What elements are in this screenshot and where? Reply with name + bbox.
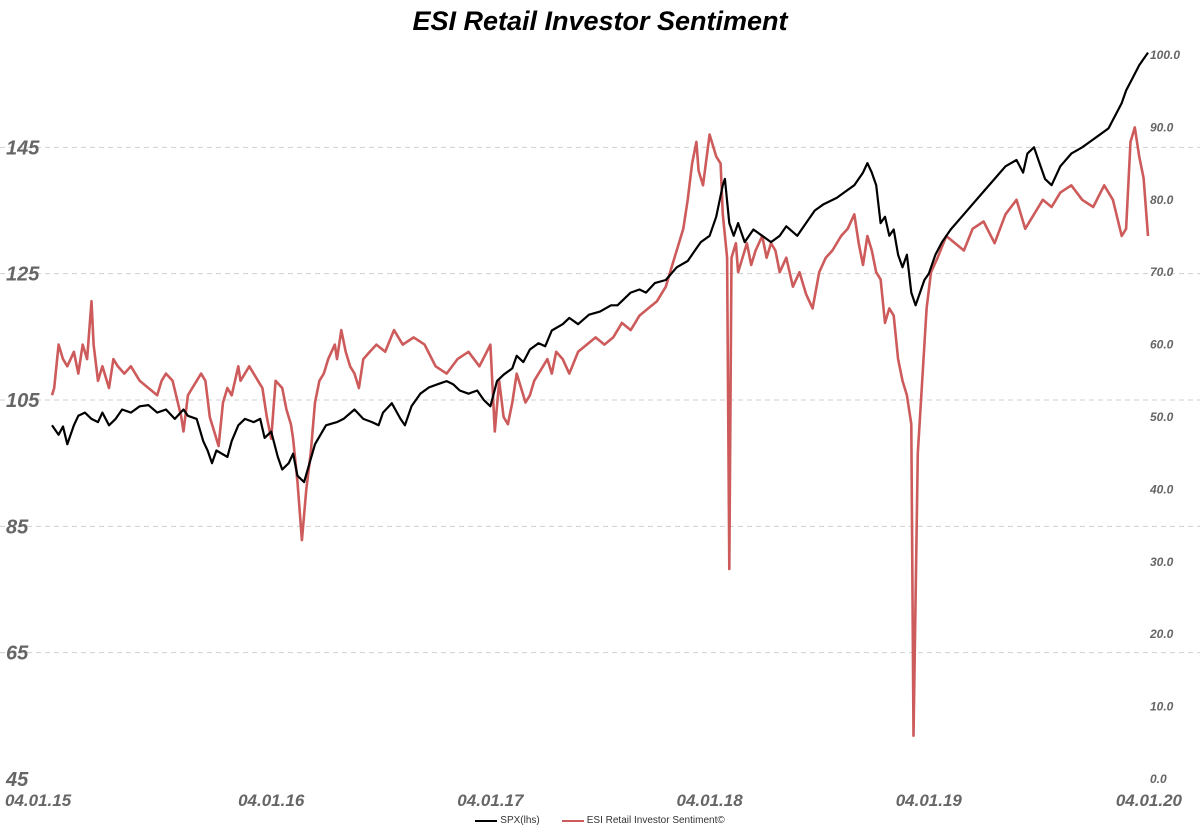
chart-title: ESI Retail Investor Sentiment (412, 6, 788, 36)
legend-label-esi: ESI Retail Investor Sentiment© (586, 815, 725, 826)
spx-series-line (51, 51, 1149, 484)
right-tick-label: 10.0 (1150, 700, 1174, 714)
left-tick-label: 125 (6, 264, 40, 286)
legend-item-spx: SPX(lhs) (475, 815, 540, 826)
legend-label-spx: SPX(lhs) (500, 815, 540, 826)
right-tick-label: 80.0 (1150, 193, 1174, 207)
left-tick-label: 85 (6, 516, 29, 538)
legend-item-esi: ESI Retail Investor Sentiment© (561, 815, 725, 826)
series-layer (50, 51, 1150, 737)
x-tick-label: 04.01.16 (238, 791, 305, 810)
right-tick-label: 70.0 (1150, 265, 1174, 279)
legend: SPX(lhs) ESI Retail Investor Sentiment© (0, 815, 1200, 826)
right-tick-label: 90.0 (1150, 120, 1174, 134)
left-axis-ticks: 45 65 85 105 125 145 (5, 137, 40, 791)
x-tick-label: 04.01.17 (457, 791, 525, 810)
x-tick-label: 04.01.15 (5, 791, 72, 810)
left-tick-label: 45 (5, 769, 29, 791)
legend-swatch-esi (561, 819, 584, 822)
x-tick-label: 04.01.20 (1116, 791, 1183, 810)
right-tick-label: 40.0 (1149, 482, 1174, 496)
right-tick-label: 30.0 (1150, 555, 1174, 569)
right-tick-label: 100.0 (1150, 48, 1180, 62)
x-axis-ticks: 04.01.15 04.01.16 04.01.17 04.01.18 04.01.19… (5, 791, 1183, 810)
x-tick-label: 04.01.18 (677, 791, 744, 810)
left-tick-label: 105 (6, 390, 40, 412)
x-tick-label: 04.01.19 (896, 791, 963, 810)
left-tick-label: 145 (6, 137, 40, 159)
esi-sentiment-series-line (50, 126, 1150, 737)
legend-swatch-spx (475, 819, 498, 822)
left-tick-label: 65 (6, 643, 29, 665)
right-tick-label: 0.0 (1150, 772, 1167, 786)
right-axis-ticks: 0.0 10.0 20.0 30.0 40.0 50.0 60.0 70.0 80.0 90.0 1… (1149, 48, 1180, 786)
right-tick-label: 60.0 (1150, 338, 1174, 352)
right-tick-label: 20.0 (1149, 627, 1174, 641)
gridlines (0, 146, 1200, 654)
right-tick-label: 50.0 (1150, 410, 1174, 424)
